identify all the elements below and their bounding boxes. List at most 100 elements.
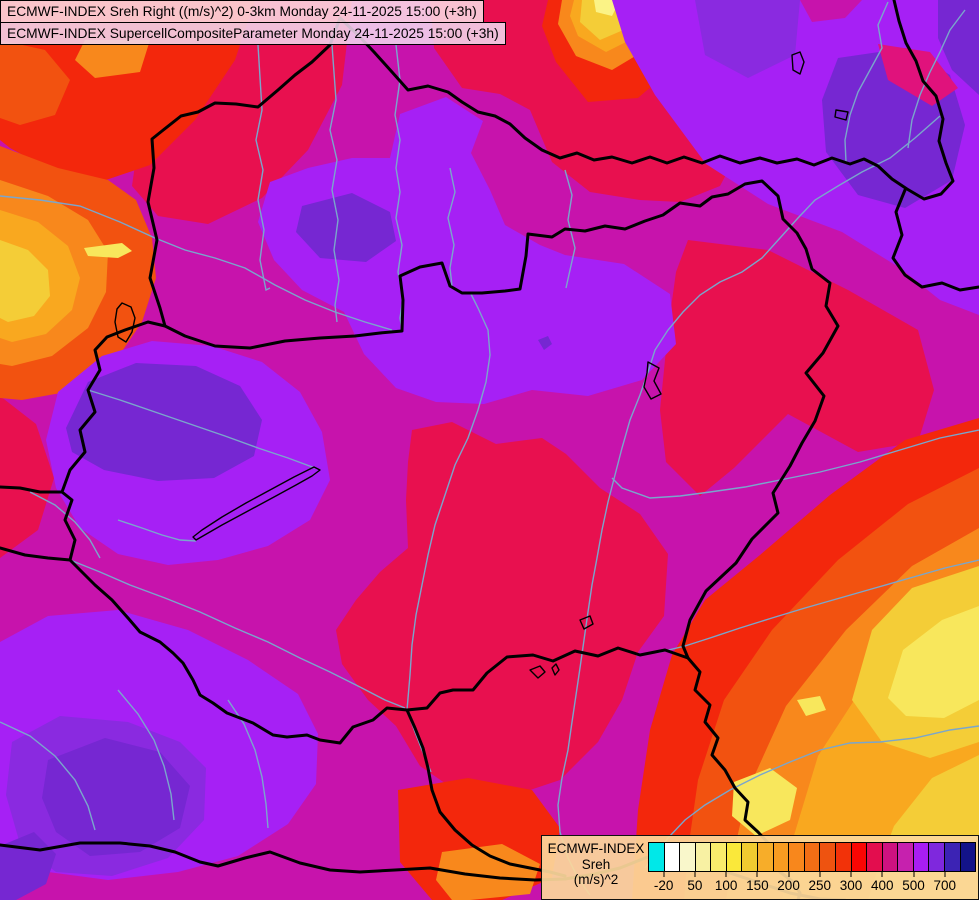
legend-swatch-18: [928, 843, 944, 871]
legend-ticklabel-500: 500: [902, 878, 925, 893]
contour-red-nw-corner: [0, 0, 255, 182]
border-austria-slovenia: [0, 485, 64, 494]
legend-swatch-10: [803, 843, 820, 871]
legend-swatch-8: [772, 843, 789, 871]
river-raba: [87, 389, 316, 469]
legend-ticklabel-300: 300: [839, 878, 863, 893]
contour-orangered-nw-streak: [0, 40, 70, 125]
legend-ticklabel-250: 250: [808, 878, 832, 893]
legend-swatch-16: [897, 843, 913, 871]
river-mura: [29, 491, 101, 559]
map-title-line-2: ECMWF-INDEX SupercellCompositeParameter …: [0, 22, 506, 45]
contour-crimson-left-strip: [0, 396, 54, 558]
legend-swatch-1: [663, 843, 680, 871]
river-ipoly: [564, 169, 576, 289]
contour-yellow-west-arrow: [84, 243, 132, 258]
legend-tickmark-150: [756, 872, 758, 877]
legend-swatch-20: [959, 843, 976, 871]
color-scale-bar: [648, 842, 976, 872]
legend-swatch-3: [694, 843, 711, 871]
legend-ticklabel-200: 200: [777, 878, 800, 893]
legend-swatch-14: [866, 843, 882, 871]
legend-ticklabel-700: 700: [933, 878, 957, 893]
contour-purple-top-center: [258, 97, 676, 404]
contour-yellow-east-core: [888, 606, 979, 718]
legend-swatch-6: [741, 843, 758, 871]
contour-orange-nw-bit: [75, 40, 150, 78]
legend-ticklabel-150: 150: [746, 878, 769, 893]
river-nw-2: [329, 44, 340, 323]
legend-swatch-17: [912, 843, 929, 871]
river-bosnia-1: [0, 721, 96, 831]
river-drava: [69, 559, 406, 709]
legend-ticklabel-100: 100: [714, 878, 738, 893]
border-austria-slovakia: [146, 16, 342, 328]
contour-crimson-central: [336, 422, 668, 796]
legend-text-block: ECMWF-INDEX Sreh (m/s)^2: [546, 841, 646, 888]
color-scale-legend: ECMWF-INDEX Sreh (m/s)^2 -20 50 100 150 200 2…: [541, 835, 979, 900]
river-zala: [117, 519, 197, 542]
contour-yellow-south-patch: [732, 768, 797, 836]
contour-violet-corner-core: [938, 0, 979, 95]
legend-swatch-7: [757, 843, 773, 871]
legend-tickmark-500: [913, 872, 915, 877]
legend-tickmark-300: [850, 872, 852, 877]
border-hungary: [60, 179, 840, 745]
river-szamos: [611, 429, 979, 499]
legend-tickmark-100: [725, 872, 727, 877]
river-tisza: [557, 115, 941, 896]
lake-outlines: [114, 51, 849, 679]
border-slovenia-croatia: [0, 546, 72, 562]
contour-pink-streak-topright: [878, 44, 958, 106]
river-ne-2: [907, 9, 966, 149]
contour-violet-dot-center: [538, 336, 552, 350]
river-bosnia-2: [117, 689, 175, 821]
contour-crimson-east: [660, 240, 934, 496]
river-hron: [447, 167, 456, 287]
contour-yellow-small-patch: [797, 696, 826, 716]
lake-pond-1: [529, 665, 546, 679]
legend-ticklabel-50: 50: [687, 878, 703, 893]
contour-violet-southwest-core: [42, 738, 190, 856]
river-danube-west: [0, 195, 393, 331]
legend-tickmark-200: [788, 872, 790, 877]
lake-ua-1: [791, 51, 805, 75]
legend-tickmark--20: [663, 872, 665, 877]
contour-violet-west-core: [66, 363, 262, 481]
lake-tisza: [643, 361, 662, 400]
contour-gold-west-core: [0, 240, 50, 322]
border-croatia-serbia: [405, 708, 567, 878]
legend-swatch-12: [834, 843, 851, 871]
legend-tickmark-400: [881, 872, 883, 877]
legend-swatch-5: [725, 843, 742, 871]
legend-swatch-2: [679, 843, 695, 871]
legend-ticklabel-400: 400: [871, 878, 894, 893]
river-koros: [635, 559, 979, 656]
lake-neusiedl: [114, 302, 136, 343]
contour-magenta-top-wedge: [800, 0, 862, 22]
legend-tickmark-250: [819, 872, 821, 877]
lake-balaton: [192, 466, 321, 541]
legend-parameter-label: Sreh: [581, 856, 611, 872]
lake-pond-2: [551, 663, 560, 676]
legend-swatch-4: [710, 843, 726, 871]
legend-swatch-0: [649, 843, 664, 871]
legend-tickmark-50: [694, 872, 696, 877]
legend-swatch-15: [881, 843, 898, 871]
color-scale-ticks: -20 50 100 150 200 250 300 400 500 700: [648, 872, 976, 898]
river-ne-1: [844, 1, 889, 163]
contour-orange-bottom: [436, 844, 540, 900]
map-title-line-1: ECMWF-INDEX Sreh Right ((m/s)^2) 0-3km M…: [0, 0, 484, 23]
legend-swatch-9: [788, 843, 804, 871]
border-slovakia-north: [338, 0, 955, 201]
legend-swatch-11: [819, 843, 835, 871]
lake-ua-2: [834, 109, 849, 121]
river-nw-1: [255, 44, 271, 292]
legend-ticklabel--20: -20: [653, 878, 674, 893]
contour-violet-top-center-core: [296, 193, 396, 262]
legend-swatch-19: [943, 843, 960, 871]
legend-swatch-13: [850, 843, 867, 871]
